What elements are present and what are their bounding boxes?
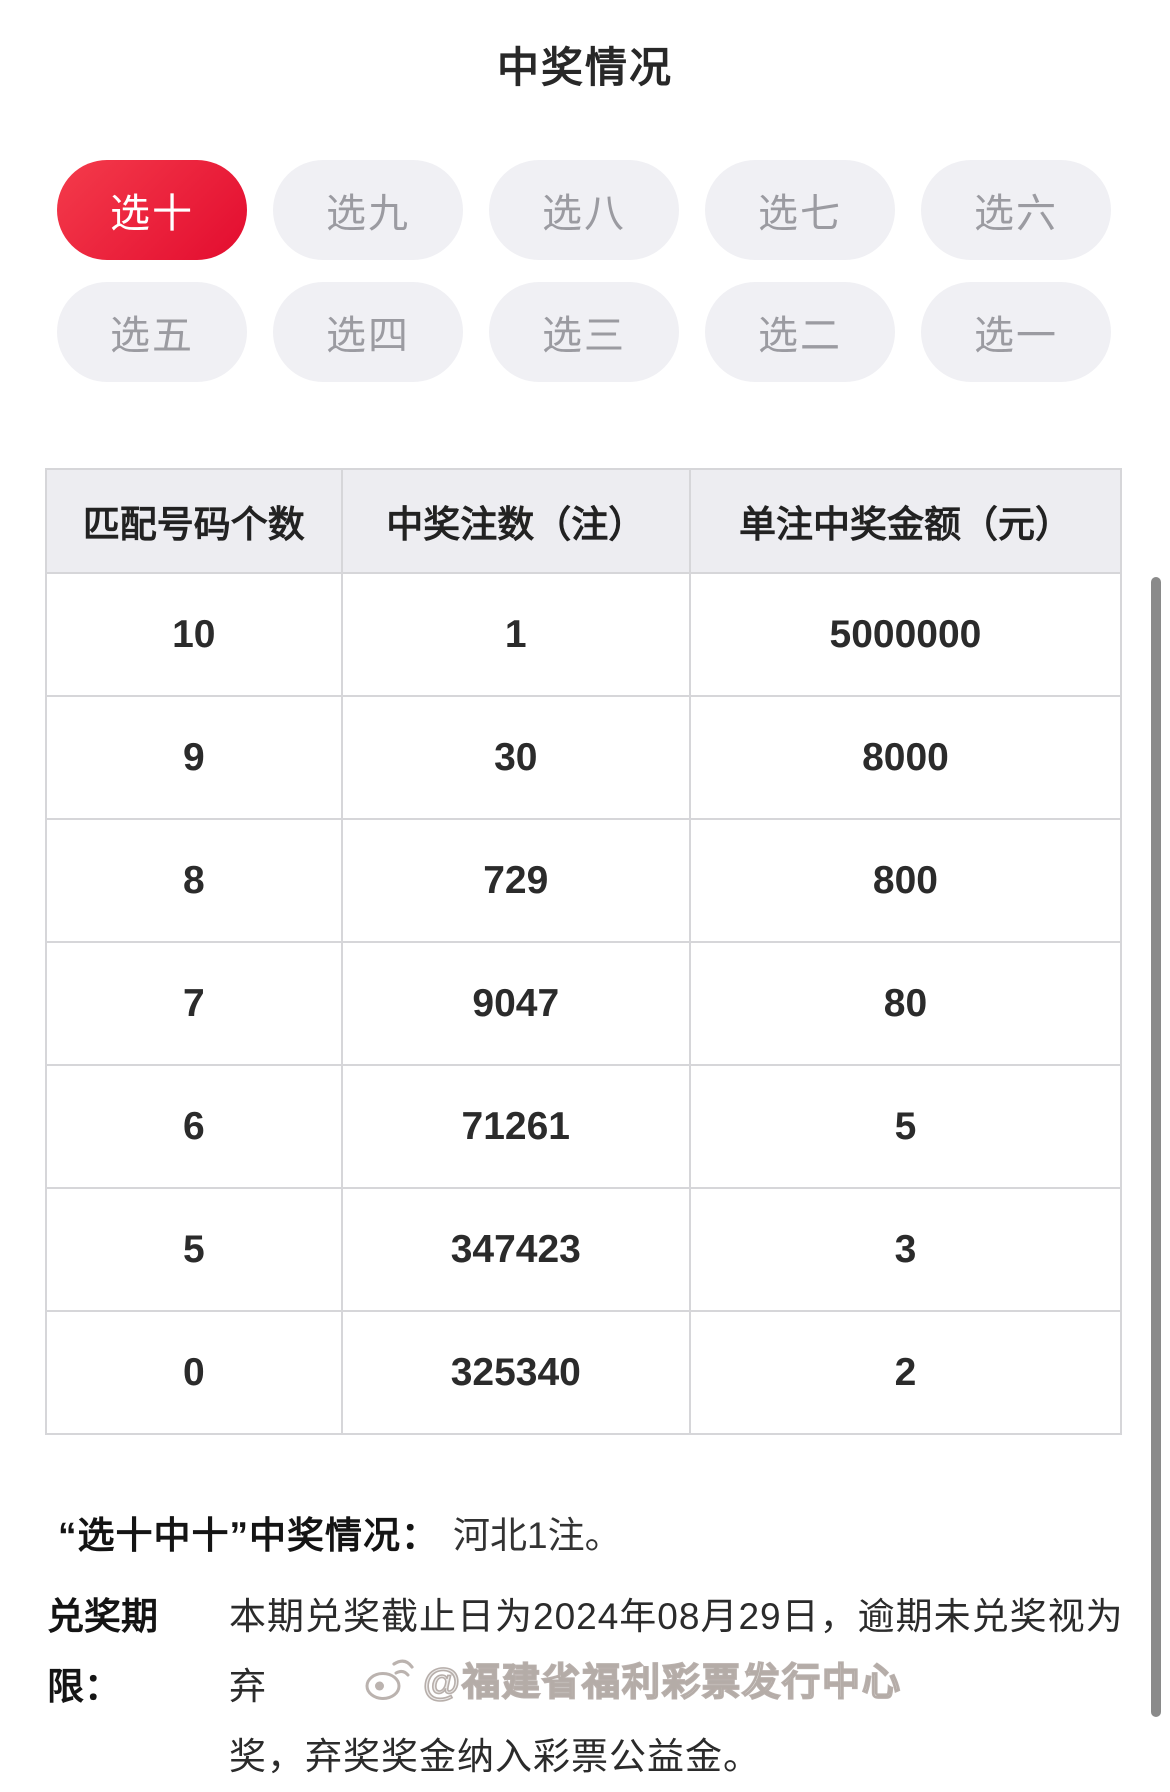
note-winning-detail: “选十中十”中奖情况： 河北1注。 (58, 1512, 622, 1560)
prize-results-page: 中奖情况 选十 选九 选八 选七 选六选五 选四 选三 选二 选一 匹配号码个数 中奖注数（注）… (45, 44, 1161, 1777)
table-row: 0 325340 2 (45, 1310, 1123, 1435)
cell-match-count: 9 (45, 695, 343, 820)
tab-8[interactable]: 选三 (489, 282, 679, 382)
cell-winning-bets: 729 (340, 818, 691, 943)
cell-match-count: 10 (45, 572, 343, 697)
tab-2[interactable]: 选九 (273, 160, 463, 260)
cell-winning-bets: 325340 (340, 1310, 691, 1435)
cell-prize-amount: 3 (688, 1187, 1123, 1312)
note-redemption-line1: 本期兑奖截止日为2024年08月29日，逾期未兑奖视为弃 (229, 1596, 1124, 1707)
table-row: 9 30 8000 (45, 695, 1123, 820)
table-row: 8 729 800 (45, 818, 1123, 943)
table-row: 10 1 5000000 (45, 572, 1123, 697)
cell-prize-amount: 2 (688, 1310, 1123, 1435)
cell-match-count: 6 (45, 1064, 343, 1189)
cell-winning-bets: 30 (340, 695, 691, 820)
cell-match-count: 7 (45, 941, 343, 1066)
tab-10[interactable]: 选一 (921, 282, 1111, 382)
page-title: 中奖情况 (496, 44, 673, 91)
cell-winning-bets: 1 (340, 572, 691, 697)
tab-7[interactable]: 选四 (273, 282, 463, 382)
tab-group: 选十 选九 选八 选七 选六选五 选四 选三 选二 选一 (57, 160, 1117, 382)
cell-match-count: 0 (45, 1310, 343, 1435)
cell-match-count: 8 (45, 818, 343, 943)
header-winning-bets: 中奖注数（注） (340, 468, 691, 574)
note-redemption-text: 本期兑奖截止日为2024年08月29日，逾期未兑奖视为弃 奖，弃奖奖金纳入彩票公… (229, 1582, 1137, 1792)
tab-9[interactable]: 选二 (705, 282, 895, 382)
table-header-row: 匹配号码个数 中奖注数（注） 单注中奖金额（元） (45, 468, 1123, 574)
table-row: 7 9047 80 (45, 941, 1123, 1066)
table-body: 10 1 5000000 9 30 8000 8 729 800 7 9047 80 6 71261 5 5 3… (45, 572, 1123, 1435)
cell-prize-amount: 80 (688, 941, 1123, 1066)
cell-match-count: 5 (45, 1187, 343, 1312)
header-match-count: 匹配号码个数 (45, 468, 343, 574)
table-row: 6 71261 5 (45, 1064, 1123, 1189)
cell-winning-bets: 347423 (340, 1187, 691, 1312)
cell-winning-bets: 71261 (340, 1064, 691, 1189)
cell-prize-amount: 5 (688, 1064, 1123, 1189)
tab-5[interactable]: 选六 (921, 160, 1111, 260)
prize-table: 匹配号码个数 中奖注数（注） 单注中奖金额（元） 10 1 5000000 9 30 80… (45, 468, 1123, 1435)
note-redemption-label: 兑奖期限： (47, 1596, 158, 1707)
cell-prize-amount: 800 (688, 818, 1123, 943)
scrollbar-thumb[interactable] (1151, 577, 1161, 1717)
note-redemption-deadline: 兑奖期限： 本期兑奖截止日为2024年08月29日，逾期未兑奖视为弃 奖，弃奖奖… (47, 1582, 1137, 1792)
cell-winning-bets: 9047 (340, 941, 691, 1066)
table-row: 5 347423 3 (45, 1187, 1123, 1312)
header-prize-amount: 单注中奖金额（元） (688, 468, 1123, 574)
tab-1-active[interactable]: 选十 (57, 160, 247, 260)
tab-3[interactable]: 选八 (489, 160, 679, 260)
cell-prize-amount: 5000000 (688, 572, 1123, 697)
tab-6[interactable]: 选五 (57, 282, 247, 382)
cell-prize-amount: 8000 (688, 695, 1123, 820)
tab-4[interactable]: 选七 (705, 160, 895, 260)
note-redemption-line2: 奖，弃奖奖金纳入彩票公益金。 (229, 1736, 761, 1777)
note-winning-detail-value: 河北1注。 (453, 1515, 622, 1556)
note-winning-detail-label: “选十中十”中奖情况： (58, 1515, 439, 1556)
